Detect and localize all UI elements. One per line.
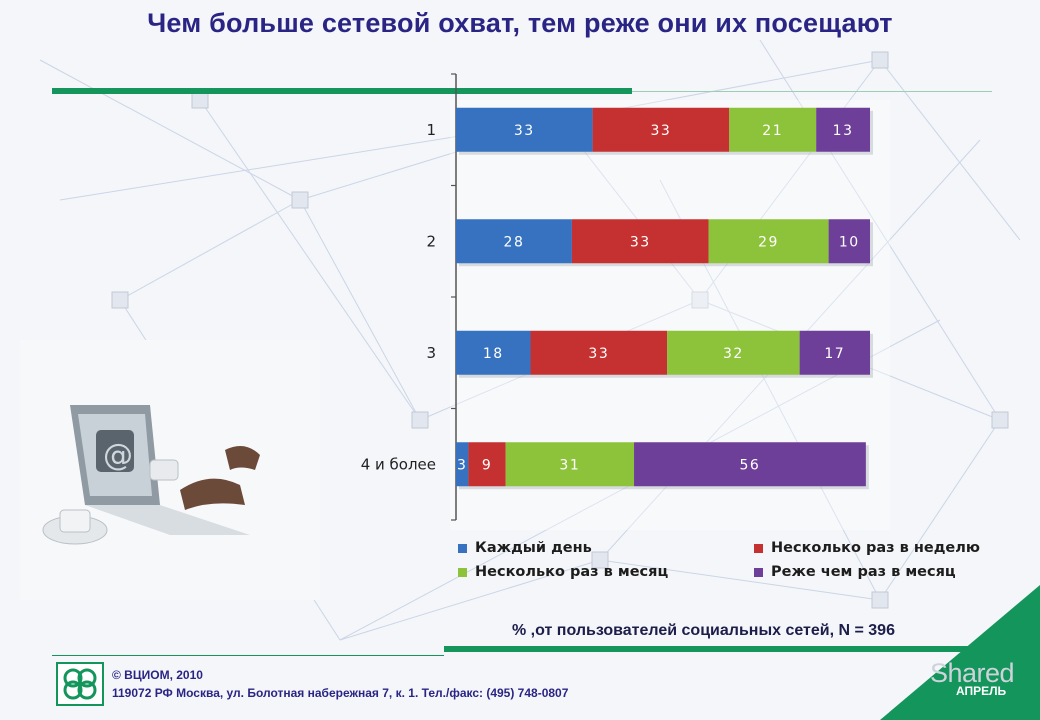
category-label: 2 bbox=[426, 232, 436, 250]
category-label: 1 bbox=[426, 121, 436, 139]
title-underline-thin bbox=[632, 91, 992, 92]
bar-segment bbox=[456, 219, 572, 264]
legend-label: Несколько раз в месяц bbox=[475, 564, 669, 580]
bar-segment bbox=[505, 442, 635, 487]
svg-text:@: @ bbox=[103, 438, 133, 473]
bar-segment bbox=[816, 107, 870, 152]
slideshare-watermark: Shared bbox=[930, 658, 1015, 688]
bar-value-label: 28 bbox=[504, 234, 525, 250]
legend-swatch bbox=[754, 567, 763, 577]
title-underline bbox=[52, 88, 632, 94]
bar-segment bbox=[456, 107, 593, 152]
bar-value-label: 56 bbox=[740, 457, 761, 473]
bar-value-label: 21 bbox=[762, 123, 783, 139]
bar-segment bbox=[468, 442, 506, 487]
laptop-illustration: @ bbox=[20, 340, 320, 600]
bar-value-label: 33 bbox=[630, 234, 651, 250]
footer-separator bbox=[52, 655, 444, 656]
legend-swatch bbox=[458, 543, 467, 553]
bar-value-label: 33 bbox=[514, 123, 535, 139]
chart-legend: Каждый день Несколько раз в неделю Неско… bbox=[458, 540, 1028, 580]
legend-item-rarely: Реже чем раз в месяц bbox=[754, 564, 1028, 580]
bar-value-label: 10 bbox=[839, 234, 860, 250]
note-underline bbox=[444, 646, 999, 652]
category-label: 4 и более bbox=[361, 455, 436, 473]
bar-segment bbox=[828, 219, 870, 264]
legend-item-monthly: Несколько раз в месяц bbox=[458, 564, 754, 580]
legend-item-weekly: Несколько раз в неделю bbox=[754, 540, 1028, 556]
bar-segment bbox=[571, 219, 709, 264]
legend-label: Несколько раз в неделю bbox=[771, 540, 980, 556]
legend-label: Реже чем раз в месяц bbox=[771, 564, 956, 580]
bar-value-label: 13 bbox=[833, 123, 854, 139]
bar-segment bbox=[667, 330, 800, 375]
legend-item-daily: Каждый день bbox=[458, 540, 754, 556]
bar-value-label: 32 bbox=[723, 346, 744, 362]
legend-swatch bbox=[458, 567, 467, 577]
bar-value-label: 33 bbox=[588, 346, 609, 362]
bar-segment bbox=[708, 219, 829, 264]
bar-segment bbox=[456, 330, 531, 375]
bar-segment bbox=[729, 107, 817, 152]
footer-copyright: © ВЦИОМ, 2010 bbox=[112, 668, 203, 682]
bar-segment bbox=[530, 330, 668, 375]
bar-value-label: 31 bbox=[559, 457, 580, 473]
bar-value-label: 33 bbox=[651, 123, 672, 139]
bar-value-label: 3 bbox=[457, 457, 467, 473]
category-label: 3 bbox=[426, 344, 436, 362]
bar-value-label: 17 bbox=[824, 346, 845, 362]
bar-segment bbox=[799, 330, 870, 375]
sample-note: % ,от пользователей социальных сетей, N … bbox=[512, 622, 895, 639]
bar-value-label: 18 bbox=[483, 346, 504, 362]
bar-value-label: 9 bbox=[482, 457, 492, 473]
bar-segment bbox=[634, 442, 866, 487]
bar-segment bbox=[456, 442, 469, 487]
legend-label: Каждый день bbox=[475, 540, 592, 556]
corner-label: АПРЕЛЬ bbox=[956, 684, 1007, 698]
footer-address: 119072 РФ Москва, ул. Болотная набережна… bbox=[112, 686, 569, 700]
page-title: Чем больше сетевой охват, тем реже они и… bbox=[147, 8, 893, 38]
vciom-logo-icon bbox=[56, 662, 104, 706]
bar-segment bbox=[592, 107, 730, 152]
legend-swatch bbox=[754, 543, 763, 553]
bar-value-label: 29 bbox=[758, 234, 779, 250]
